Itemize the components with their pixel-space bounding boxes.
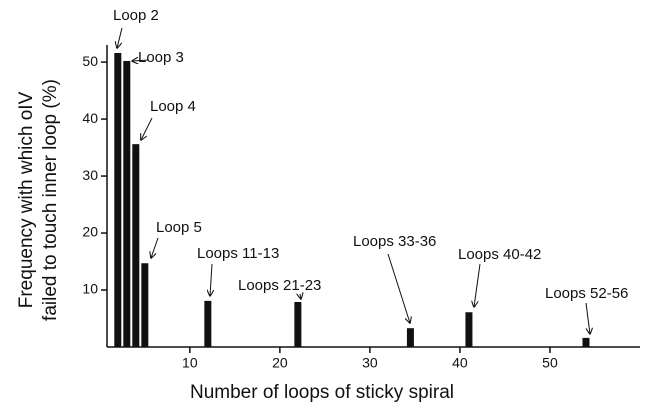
x-axis-label: Number of loops of sticky spiral	[190, 382, 454, 403]
annotation: Loops 21-23	[238, 277, 321, 294]
bar	[204, 300, 212, 347]
annotation-arrow	[474, 263, 481, 307]
y-axis-label: Frequency with which oIV failed to touch…	[16, 79, 61, 321]
annotation-arrow	[210, 263, 212, 296]
annotation-arrow	[132, 60, 149, 61]
x-tick-label: 40	[452, 355, 468, 371]
y-tick-label: 50	[82, 53, 98, 69]
y-axis-label-line: failed to touch inner loop (%)	[40, 79, 61, 321]
x-tick-label: 50	[542, 355, 558, 371]
annotation: Loop 4	[150, 98, 196, 115]
x-tick-label: 20	[272, 355, 288, 371]
y-tick-label: 40	[82, 110, 98, 126]
x-tick-label: 30	[362, 355, 378, 371]
annotation-arrow	[300, 294, 301, 299]
bar	[465, 312, 473, 347]
x-tick-label: 10	[182, 355, 198, 371]
annotation: Loops 33-36	[353, 233, 436, 250]
bar	[294, 301, 302, 347]
annotation-arrow	[585, 302, 590, 334]
bar	[406, 328, 414, 347]
annotation-arrow	[117, 27, 123, 48]
annotation: Loop 2	[113, 7, 159, 24]
annotation: Loops 40-42	[458, 246, 541, 263]
bar	[141, 263, 149, 347]
annotation-arrow	[141, 117, 153, 140]
annotation: Loop 5	[156, 219, 202, 236]
annotation: Loops 11-13	[197, 245, 279, 262]
bar	[123, 60, 131, 348]
y-tick-label: 30	[82, 167, 98, 183]
annotation: Loop 3	[138, 49, 184, 66]
annotation: Loops 52-56	[545, 285, 628, 302]
bar	[582, 337, 590, 347]
y-tick-label: 10	[82, 281, 98, 297]
bar	[132, 144, 140, 347]
annotation-arrow	[387, 253, 410, 323]
y-tick-label: 20	[82, 224, 98, 240]
y-axis-label-line: Frequency with which oIV	[16, 91, 37, 308]
bar	[114, 52, 122, 348]
annotation-arrow	[151, 237, 159, 258]
